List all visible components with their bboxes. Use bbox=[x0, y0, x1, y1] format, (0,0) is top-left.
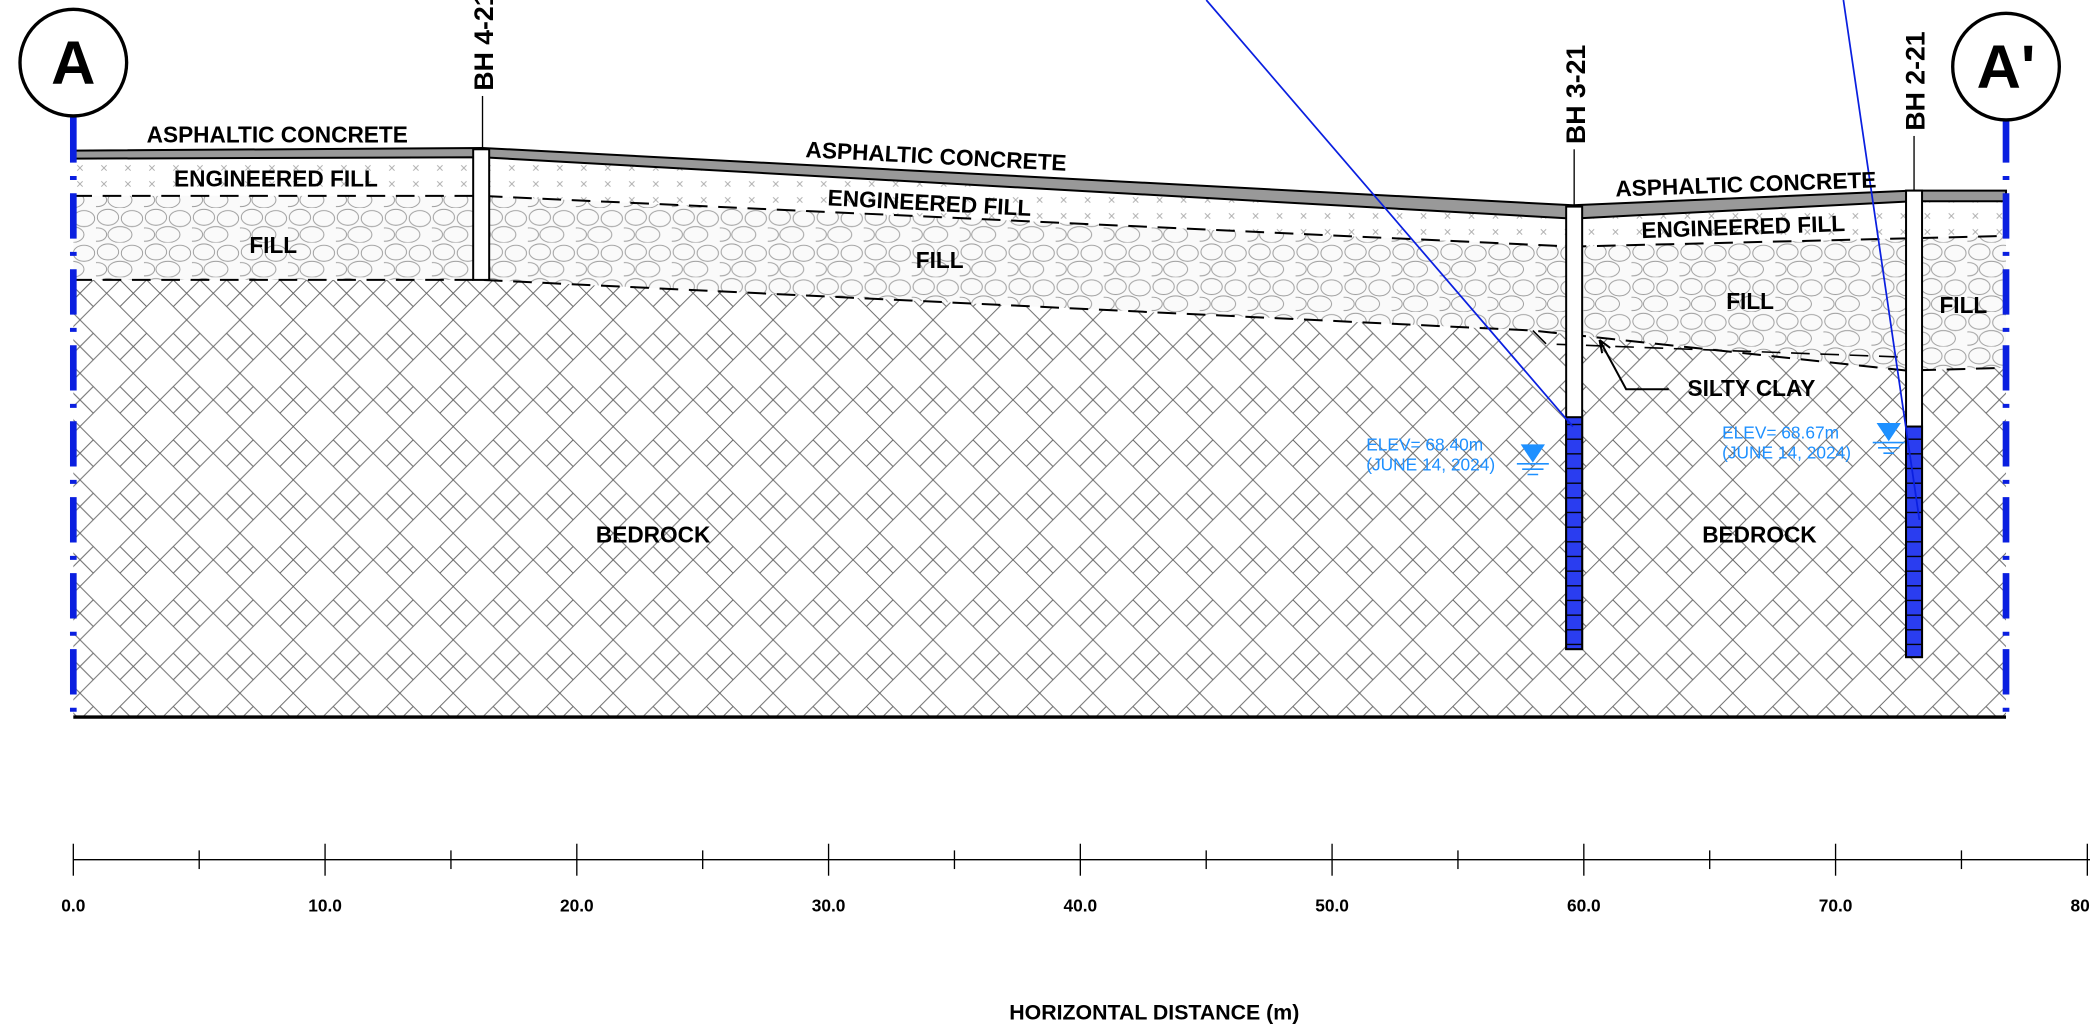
water-date: (JUNE 14, 2024) bbox=[1722, 443, 1851, 463]
layer-label: ENGINEERED FILL bbox=[174, 166, 378, 192]
borehole bbox=[473, 149, 489, 280]
marker-label: A bbox=[51, 28, 95, 97]
well-screen bbox=[1906, 427, 1922, 658]
tick-label: 40.0 bbox=[1063, 896, 1097, 916]
borehole-label: BH 3-21 bbox=[1561, 45, 1591, 144]
layer-label: ASPHALTIC CONCRETE bbox=[147, 122, 408, 148]
tick-label: 30.0 bbox=[812, 896, 846, 916]
tick-label: 50.0 bbox=[1315, 896, 1349, 916]
layer-label: FILL bbox=[1939, 292, 1987, 318]
layer-label: FILL bbox=[1726, 288, 1774, 314]
borehole-label: BH 4-21 bbox=[469, 0, 499, 91]
water-elevation: ELEV= 68.67m bbox=[1722, 423, 1839, 443]
layer-label: BEDROCK bbox=[596, 521, 711, 547]
borehole-label: BH 2-21 bbox=[1901, 31, 1931, 130]
tick-label: 0.0 bbox=[61, 896, 85, 916]
cross-section: A A' BH 4-21 BH 3-21 BH 2-21 ASPHALTIC C… bbox=[0, 0, 2090, 1025]
tick-label: 20.0 bbox=[560, 896, 594, 916]
water-elevation: ELEV= 68.40m bbox=[1366, 435, 1483, 455]
layer-label: BEDROCK bbox=[1702, 521, 1817, 547]
well-screen bbox=[1566, 417, 1582, 649]
tick-label: 80.0 bbox=[2070, 896, 2090, 916]
page: {"section": {"start_marker": "A", "end_m… bbox=[0, 0, 2090, 1025]
strata bbox=[73, 117, 2006, 719]
tick-label: 60.0 bbox=[1567, 896, 1601, 916]
layer-label: FILL bbox=[916, 247, 964, 273]
tick-label: 10.0 bbox=[308, 896, 342, 916]
axis-title: HORIZONTAL DISTANCE (m) bbox=[1009, 1001, 1299, 1025]
water-date: (JUNE 14, 2024) bbox=[1366, 455, 1495, 475]
layer-label: FILL bbox=[249, 232, 297, 258]
marker-label: A' bbox=[1977, 32, 2036, 101]
tick-label: 70.0 bbox=[1819, 896, 1853, 916]
distance-axis: HORIZONTAL DISTANCE (m) 0.0 10.0 20.0 30.0 4… bbox=[61, 844, 2090, 1025]
layer-label: SILTY CLAY bbox=[1687, 375, 1815, 401]
